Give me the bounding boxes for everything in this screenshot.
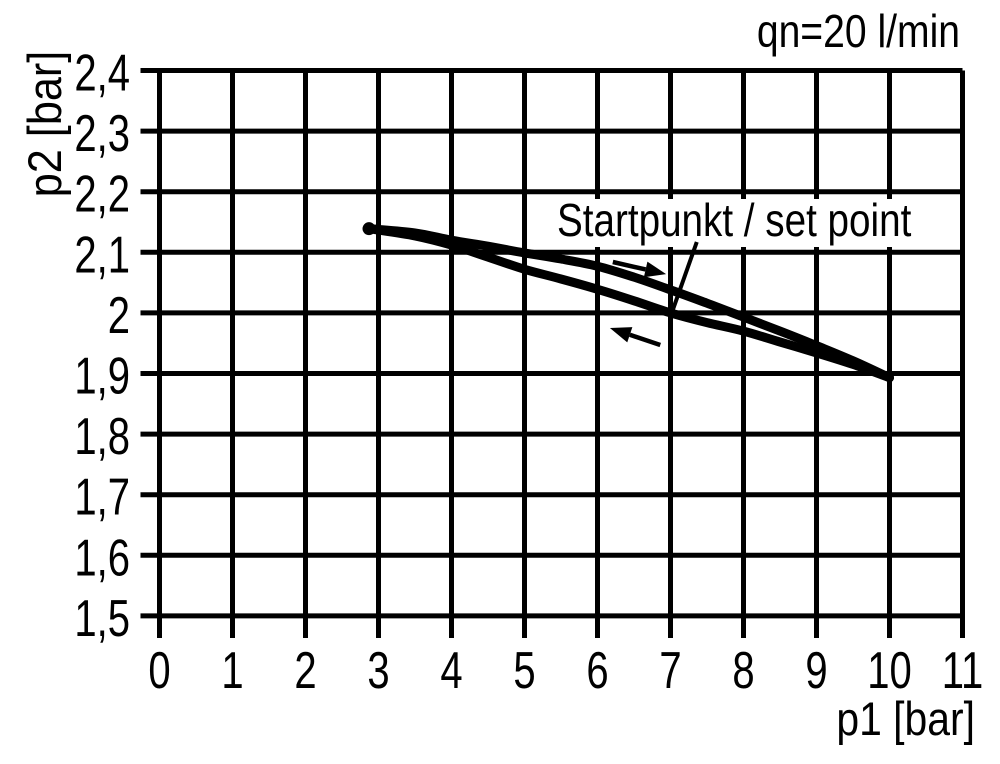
arrow-head xyxy=(609,327,633,343)
start-point-dot xyxy=(362,222,376,236)
x-tick-label: 3 xyxy=(367,641,389,699)
x-tick-label: 5 xyxy=(513,641,535,699)
hysteresis-curves xyxy=(362,222,894,383)
arrow-shaft xyxy=(629,332,661,348)
y-tick-label: 1,6 xyxy=(74,528,130,586)
y-tick-label: 1,8 xyxy=(74,407,130,465)
y-axis-label: p2 [bar] xyxy=(18,51,71,198)
grid xyxy=(140,68,965,638)
x-tick-label: 8 xyxy=(732,641,754,699)
x-tick-label: 6 xyxy=(586,641,608,699)
arrow-shaft xyxy=(612,259,647,272)
x-tick-label: 7 xyxy=(659,641,681,699)
y-tick-label: 2,4 xyxy=(74,43,130,101)
x-tick-label: 0 xyxy=(148,641,170,699)
y-tick-label: 1,7 xyxy=(74,468,130,526)
x-tick-label: 4 xyxy=(440,641,462,699)
x-tick-label: 1 xyxy=(221,641,243,699)
arrow-left-icon xyxy=(609,327,661,348)
x-tick-label: 10 xyxy=(867,641,912,699)
x-tick-labels: 0 1 2 3 4 5 6 7 8 9 10 11 xyxy=(148,641,983,699)
y-tick-labels: 2,42,32,22,121,91,81,71,61,5 xyxy=(74,43,130,647)
arrow-head xyxy=(643,261,667,278)
flow-rate-label: qn=20 l/min xyxy=(757,6,960,58)
set-point-label-background xyxy=(551,199,913,247)
curve-upper-branch xyxy=(364,224,894,383)
direction-arrows-and-leader xyxy=(609,241,699,348)
y-tick-label: 2,1 xyxy=(74,225,130,283)
y-tick-label: 2 xyxy=(108,286,130,344)
set-point-leader-line xyxy=(670,241,699,313)
x-tick-label: 9 xyxy=(805,641,827,699)
x-tick-label: 2 xyxy=(294,641,316,699)
set-point-label: Startpunkt / set point xyxy=(557,195,911,246)
y-tick-label: 1,5 xyxy=(74,589,130,647)
arrow-right-icon xyxy=(612,259,667,278)
y-tick-label: 1,9 xyxy=(74,346,130,404)
y-tick-label: 2,2 xyxy=(74,165,130,223)
x-tick-label: 11 xyxy=(942,641,984,699)
x-axis-label: p1 [bar] xyxy=(836,693,975,745)
curve-lower-branch xyxy=(364,224,894,383)
y-tick-label: 2,3 xyxy=(74,104,130,162)
